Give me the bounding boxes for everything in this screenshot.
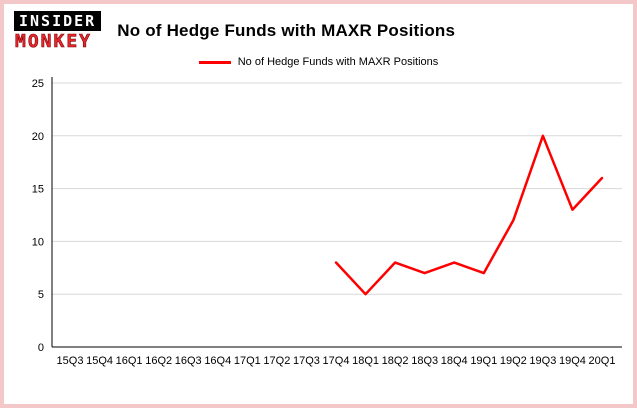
logo-text-monkey: MONKEY <box>15 31 93 52</box>
logo-text-insider: INSIDER <box>14 11 102 31</box>
x-tick-label: 15Q4 <box>86 355 113 367</box>
x-tick-label: 15Q3 <box>57 355 84 367</box>
y-tick-label: 20 <box>32 131 44 143</box>
header: INSIDER MONKEY No of Hedge Funds with MA… <box>4 4 633 51</box>
x-tick-label: 17Q2 <box>263 355 290 367</box>
y-tick-label: 5 <box>38 289 44 301</box>
x-tick-label: 16Q4 <box>204 355 231 367</box>
y-tick-label: 10 <box>32 236 44 248</box>
x-tick-label: 19Q1 <box>470 355 497 367</box>
legend-label: No of Hedge Funds with MAXR Positions <box>237 56 439 68</box>
legend: No of Hedge Funds with MAXR Positions <box>4 53 633 71</box>
x-tick-label: 19Q4 <box>559 355 586 367</box>
legend-line-swatch <box>198 60 231 64</box>
y-tick-label: 15 <box>32 184 44 196</box>
x-tick-label: 18Q3 <box>411 355 438 367</box>
chart-area: 0 5 10 15 20 25 15Q3 15Q4 16Q1 16Q2 16Q3 16Q4 17Q1 17… <box>4 73 633 394</box>
x-tick-label: 16Q3 <box>175 355 202 367</box>
x-tick-label: 17Q3 <box>293 355 320 367</box>
x-tick-label: 18Q2 <box>382 355 409 367</box>
x-tick-label: 16Q1 <box>116 355 143 367</box>
x-tick-label: 16Q2 <box>145 355 172 367</box>
x-tick-label: 19Q2 <box>500 355 527 367</box>
series-line <box>334 134 604 296</box>
x-tick-label: 19Q3 <box>529 355 556 367</box>
y-tick-label: 0 <box>38 342 44 354</box>
x-tick-label: 18Q4 <box>441 355 468 367</box>
chart-title: No of Hedge Funds with MAXR Positions <box>117 21 456 40</box>
x-tick-label: 17Q1 <box>234 355 261 367</box>
x-tick-label: 18Q1 <box>352 355 379 367</box>
x-tick-label: 20Q1 <box>589 355 616 367</box>
x-tick-label: 17Q4 <box>323 355 350 367</box>
insider-monkey-logo[interactable]: INSIDER MONKEY <box>14 11 102 52</box>
y-tick-label: 25 <box>32 78 44 90</box>
